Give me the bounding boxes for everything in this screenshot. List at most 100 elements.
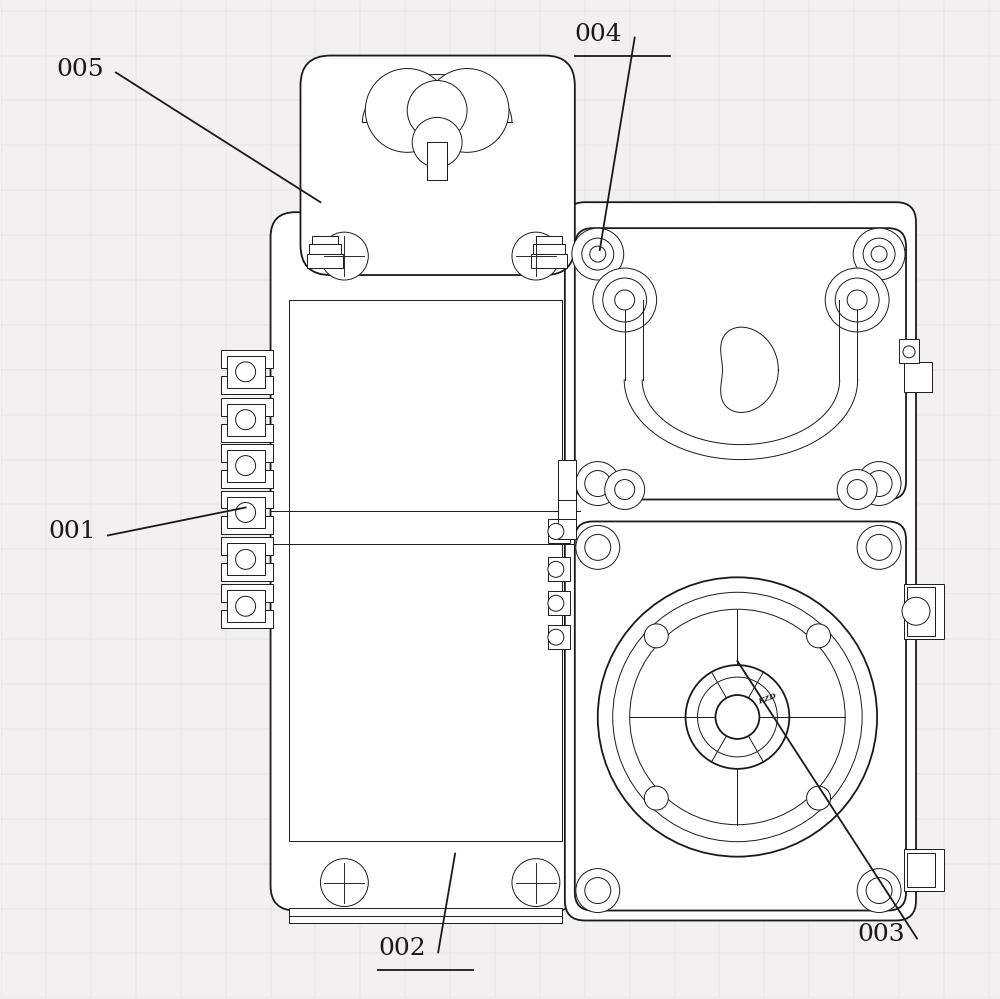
Circle shape [715,695,759,739]
Circle shape [807,786,831,810]
Circle shape [871,246,887,262]
Circle shape [902,597,930,625]
Bar [904,849,944,890]
Bar [221,470,273,488]
Circle shape [686,665,789,769]
Bar [907,853,935,886]
Bar [221,584,273,602]
Bar [907,587,935,636]
Circle shape [857,525,901,569]
Circle shape [863,238,895,270]
Circle shape [572,228,624,280]
Text: 004: 004 [575,23,622,46]
Bar [558,460,576,539]
Circle shape [548,629,564,645]
Circle shape [866,471,892,497]
Circle shape [837,470,877,509]
Circle shape [630,609,845,825]
Bar [227,497,265,528]
Bar [904,584,944,639]
Circle shape [644,624,668,647]
Circle shape [598,577,877,857]
Bar [536,236,562,244]
Bar [221,424,273,442]
Circle shape [857,868,901,912]
FancyBboxPatch shape [575,521,906,910]
Text: 002: 002 [378,937,426,960]
Circle shape [236,362,256,382]
Circle shape [512,232,560,280]
Circle shape [903,346,915,358]
Circle shape [236,502,256,522]
Circle shape [615,480,635,500]
Circle shape [847,290,867,310]
Bar [548,557,570,581]
Circle shape [807,624,831,647]
Circle shape [576,868,620,912]
Bar [227,543,265,575]
Circle shape [825,268,889,332]
Text: KZD: KZD [757,692,778,706]
Bar [221,491,273,508]
Circle shape [590,246,606,262]
Bar [221,376,273,394]
Bar [221,563,273,581]
Circle shape [236,410,256,430]
Text: 003: 003 [857,923,905,946]
Bar [548,625,570,649]
Bar [221,516,273,534]
FancyBboxPatch shape [575,228,906,500]
Circle shape [365,69,449,152]
Bar [221,398,273,416]
Circle shape [236,596,256,616]
Circle shape [582,238,614,270]
Circle shape [548,561,564,577]
FancyBboxPatch shape [565,202,916,920]
Circle shape [605,470,645,509]
Circle shape [853,228,905,280]
Bar [309,244,341,254]
Bar [227,356,265,388]
Circle shape [847,480,867,500]
FancyBboxPatch shape [300,56,575,275]
Bar [548,591,570,615]
Bar [289,907,562,923]
Circle shape [236,456,256,476]
Bar [221,444,273,462]
Bar [531,254,567,268]
Circle shape [236,549,256,569]
Circle shape [425,69,509,152]
Circle shape [866,534,892,560]
Circle shape [835,278,879,322]
Circle shape [603,278,647,322]
Circle shape [585,877,611,903]
Text: 001: 001 [48,520,96,543]
Bar [427,142,447,180]
Bar [289,300,562,841]
Circle shape [320,858,368,906]
Bar [227,450,265,482]
Circle shape [576,462,620,505]
Circle shape [857,462,901,505]
Bar [221,537,273,555]
Circle shape [866,877,892,903]
Circle shape [585,534,611,560]
Bar [221,350,273,368]
Bar [548,519,570,543]
Circle shape [576,525,620,569]
Circle shape [615,290,635,310]
Circle shape [407,81,467,141]
Circle shape [548,595,564,611]
FancyBboxPatch shape [271,212,580,910]
Circle shape [412,118,462,167]
Bar [312,236,338,244]
Circle shape [320,232,368,280]
Circle shape [593,268,657,332]
Circle shape [585,471,611,497]
Bar [533,244,565,254]
Circle shape [644,786,668,810]
Text: 005: 005 [56,58,104,81]
Bar [904,362,932,392]
Bar [899,339,919,363]
Circle shape [512,858,560,906]
